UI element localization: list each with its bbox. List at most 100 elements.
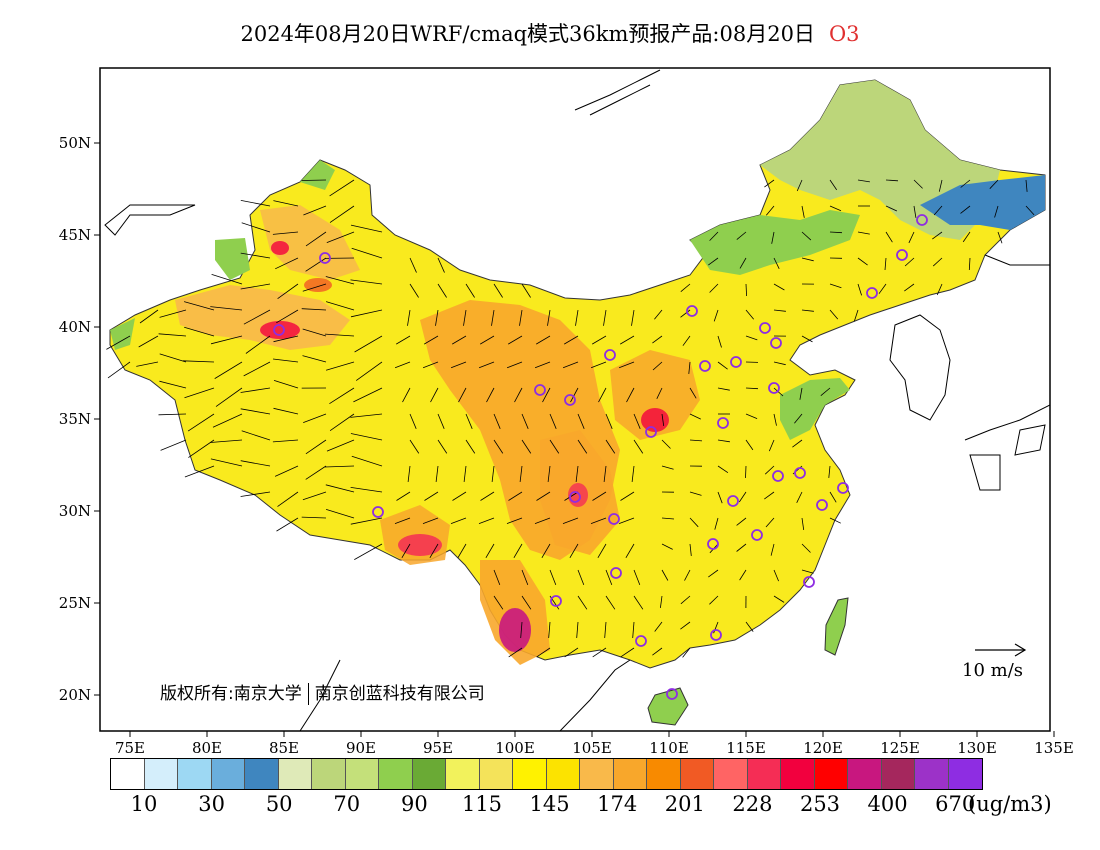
wind-vector xyxy=(409,413,417,429)
city-marker xyxy=(604,349,616,361)
wind-vector xyxy=(745,309,755,320)
wind-vector xyxy=(709,231,719,241)
wind-vector xyxy=(159,309,187,318)
wind-vector xyxy=(773,283,785,291)
wind-vector xyxy=(829,491,837,503)
wind-vector xyxy=(717,335,722,348)
wind-vector xyxy=(407,465,411,482)
wind-vector xyxy=(684,569,691,581)
wind-vector xyxy=(350,433,383,441)
wind-vector xyxy=(485,543,495,559)
wind-vector xyxy=(605,595,616,610)
colorbar-swatch xyxy=(278,759,312,789)
wind-vector xyxy=(435,465,439,482)
wind-vector xyxy=(605,439,616,454)
wind-vector xyxy=(773,361,786,366)
wind-vector xyxy=(479,335,495,345)
wind-vector xyxy=(430,387,439,403)
wind-vector xyxy=(570,387,579,403)
wind-vector xyxy=(652,647,663,656)
wind-vector xyxy=(689,543,692,556)
wind-vector xyxy=(598,387,607,403)
city-marker xyxy=(730,356,742,368)
colorbar-swatch xyxy=(747,759,781,789)
wind-vector xyxy=(519,465,523,482)
wind-vector xyxy=(857,179,870,183)
city-marker xyxy=(608,513,620,525)
wind-vector xyxy=(409,439,420,454)
region-high-tarim xyxy=(260,205,360,280)
region-low-xinjiang-west xyxy=(110,318,135,350)
wind-vector xyxy=(652,335,663,344)
wind-vector xyxy=(605,569,613,586)
wind-vector xyxy=(549,439,560,454)
wind-vector xyxy=(688,361,691,374)
wind-vector xyxy=(450,517,467,524)
wind-vector xyxy=(324,333,355,337)
city-marker xyxy=(666,688,678,700)
city-marker xyxy=(751,529,763,541)
wind-vector xyxy=(350,487,383,493)
title-text: 2024年08月20日WRF/cmaq模式36km预报产品:08月20日 xyxy=(240,22,815,46)
wind-vector xyxy=(829,517,841,524)
city-marker xyxy=(759,322,771,334)
wind-vector xyxy=(458,387,467,403)
wind-vector xyxy=(437,439,448,454)
wind-vector xyxy=(960,205,971,214)
city-marker xyxy=(794,467,806,479)
region-lowest-northeast xyxy=(920,175,1045,230)
wind-vector xyxy=(626,387,635,403)
lat-tick-label: 20N xyxy=(59,686,91,704)
kamchatka-fragment xyxy=(574,69,661,116)
lon-tick-label: 105E xyxy=(572,739,612,757)
wind-vector xyxy=(508,491,523,501)
wind-vector xyxy=(107,361,131,379)
wind-vector xyxy=(689,387,697,399)
wind-vector xyxy=(277,491,299,507)
wind-vector xyxy=(303,205,327,216)
wind-vector xyxy=(661,439,671,449)
colorbar-swatch xyxy=(245,759,279,789)
wind-vector xyxy=(770,543,775,556)
wind-vector xyxy=(350,517,383,525)
wind-vector xyxy=(829,309,839,320)
wind-vector xyxy=(212,413,243,428)
colorbar-swatch xyxy=(647,759,681,789)
colorbar xyxy=(110,758,983,790)
wind-vector xyxy=(243,361,271,377)
wind-vector xyxy=(521,283,531,298)
city-marker xyxy=(772,470,784,482)
wind-vector xyxy=(241,222,271,233)
city-marker xyxy=(319,252,331,264)
wind-vector xyxy=(620,647,635,658)
lat-tick-label: 50N xyxy=(59,134,91,152)
wind-vector xyxy=(182,360,215,363)
wind-vector xyxy=(603,465,607,482)
wind-vector xyxy=(424,491,439,501)
lon-tick-label: 80E xyxy=(192,739,222,757)
wind-vector xyxy=(534,361,551,369)
wind-vector xyxy=(506,361,523,369)
wind-vector xyxy=(274,465,299,477)
wind-vector xyxy=(801,231,812,241)
city-marker xyxy=(770,337,782,349)
colorbar-swatch xyxy=(680,759,714,789)
wind-vector xyxy=(542,387,551,403)
copyright-left: 版权所有:南京大学 xyxy=(160,684,302,704)
wind-vector xyxy=(714,517,719,530)
wind-vector xyxy=(486,387,495,403)
wind-vector xyxy=(396,491,411,501)
wind-vector xyxy=(402,387,411,403)
wind-vector xyxy=(215,387,243,407)
wind-vector xyxy=(736,517,747,526)
wind-vector xyxy=(962,231,971,243)
wind-vector xyxy=(303,413,327,423)
lat-tick-label: 25N xyxy=(59,594,91,612)
wind-vector xyxy=(713,621,719,634)
wind-vector xyxy=(325,484,355,493)
wind-vector xyxy=(422,517,439,524)
wind-vector xyxy=(590,517,607,524)
lon-tick-label: 85E xyxy=(269,739,299,757)
hainan-island xyxy=(647,687,689,726)
wind-vector xyxy=(210,306,243,311)
